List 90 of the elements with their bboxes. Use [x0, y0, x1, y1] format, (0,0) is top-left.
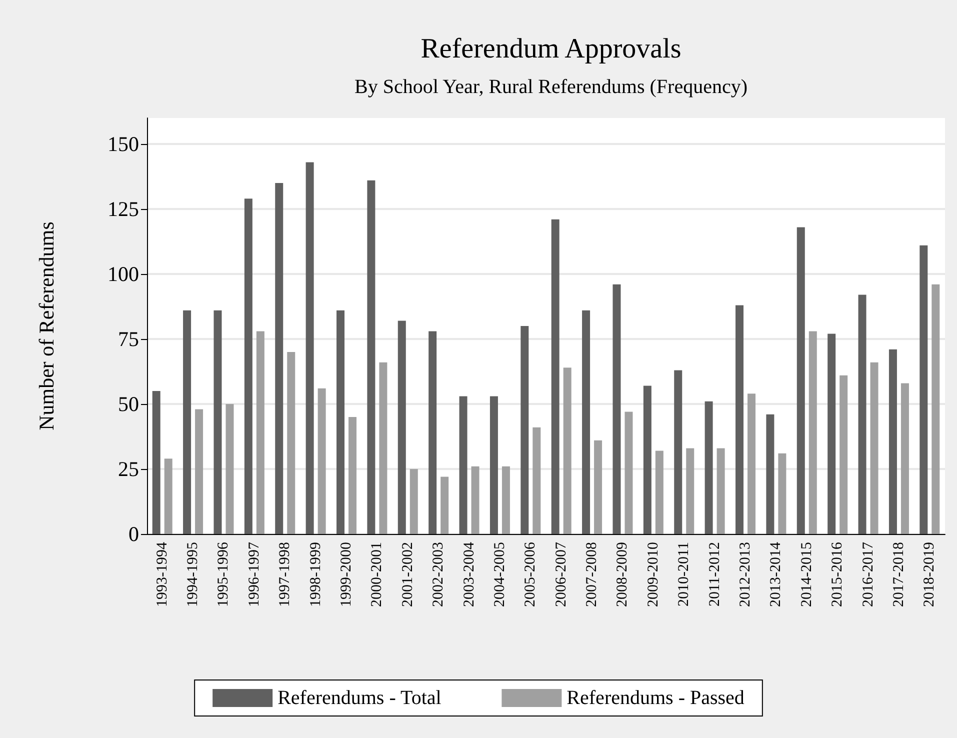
x-tick-label: 2000-2001 — [369, 542, 386, 607]
bar — [736, 305, 744, 534]
bar — [582, 310, 590, 534]
bar — [532, 427, 541, 534]
bar — [410, 469, 418, 534]
bar — [306, 162, 314, 534]
bar — [398, 320, 406, 534]
bar — [716, 448, 725, 534]
bar — [778, 453, 786, 534]
bar — [336, 310, 344, 534]
bar — [624, 412, 633, 534]
bar — [428, 331, 437, 534]
bar — [594, 440, 602, 534]
legend-label: Referendums - Passed — [566, 687, 744, 709]
x-tick-label: 2002-2003 — [430, 542, 447, 607]
x-tick-label: 2007-2008 — [584, 542, 600, 607]
bar — [226, 404, 234, 534]
x-tick-label: 2008-2009 — [614, 542, 631, 607]
bar — [674, 370, 682, 534]
bar — [748, 394, 756, 534]
x-tick-label: 1996-1997 — [246, 542, 262, 607]
bar — [828, 334, 836, 534]
x-tick-label: 2017-2018 — [890, 542, 907, 607]
bar — [870, 362, 878, 534]
x-tick-label: 1993-1994 — [154, 542, 170, 607]
y-tick-label: 50 — [118, 392, 139, 416]
x-tick-label: 2016-2017 — [860, 542, 876, 607]
y-tick-label: 100 — [108, 262, 139, 286]
bar — [920, 245, 928, 534]
bar — [214, 310, 222, 534]
bar — [348, 417, 356, 534]
x-tick-label: 2018-2019 — [922, 542, 938, 607]
x-tick-label: 1995-1996 — [216, 542, 232, 607]
bar — [152, 391, 160, 534]
bar — [932, 284, 940, 534]
bar — [704, 401, 713, 534]
bar — [440, 476, 449, 534]
bar — [490, 396, 498, 534]
bar — [551, 219, 560, 534]
x-tick-label: 2005-2006 — [522, 542, 539, 607]
bar — [256, 331, 264, 534]
y-tick-label: 125 — [108, 197, 139, 221]
bar — [858, 294, 866, 534]
bar — [520, 326, 529, 534]
bar — [195, 409, 204, 534]
x-tick-label: 2013-2014 — [768, 542, 784, 607]
bar — [766, 414, 774, 534]
bar — [612, 284, 621, 534]
bar — [840, 375, 848, 534]
x-tick-label: 1994-1995 — [185, 542, 202, 607]
x-tick-label: 2009-2010 — [645, 542, 662, 607]
chart-subtitle: By School Year, Rural Referendums (Frequency) — [354, 76, 748, 98]
bar — [808, 331, 817, 534]
bar — [183, 310, 192, 534]
bar — [459, 396, 468, 534]
bar — [796, 227, 805, 534]
y-tick-label: 150 — [108, 132, 139, 156]
x-tick-label: 1997-1998 — [277, 542, 294, 607]
bar — [686, 448, 694, 534]
x-tick-label: 2003-2004 — [461, 542, 478, 607]
bar — [471, 466, 480, 534]
legend-label: Referendums - Total — [278, 687, 442, 709]
x-tick-label: 2011-2012 — [706, 542, 723, 606]
x-tick-label: 1998-1999 — [308, 542, 324, 607]
x-tick-label: 1999-2000 — [338, 542, 354, 607]
x-tick-label: 2014-2015 — [798, 542, 815, 607]
x-tick-label: 2010-2011 — [676, 542, 692, 606]
x-tick-label: 2001-2002 — [400, 542, 416, 607]
x-tick-label: 2012-2013 — [738, 542, 754, 607]
bar — [655, 450, 664, 534]
chart-title: Referendum Approvals — [420, 34, 682, 64]
bar — [244, 198, 252, 534]
bar — [888, 349, 897, 534]
x-tick-label: 2004-2005 — [492, 542, 508, 607]
bar — [318, 388, 326, 534]
y-tick-label: 25 — [118, 457, 139, 481]
bar — [643, 386, 652, 534]
bar — [287, 352, 296, 534]
y-axis-title: Number of Referendums — [34, 222, 58, 430]
bar — [379, 362, 388, 534]
x-tick-label: 2015-2016 — [830, 542, 846, 607]
y-tick-label: 0 — [128, 522, 139, 546]
bar — [164, 458, 172, 534]
bar — [563, 368, 572, 534]
bar — [900, 383, 909, 534]
y-tick-label: 75 — [118, 327, 139, 351]
bar — [275, 183, 284, 534]
x-tick-label: 2006-2007 — [553, 542, 570, 607]
bar — [367, 180, 376, 534]
bar — [502, 466, 510, 534]
